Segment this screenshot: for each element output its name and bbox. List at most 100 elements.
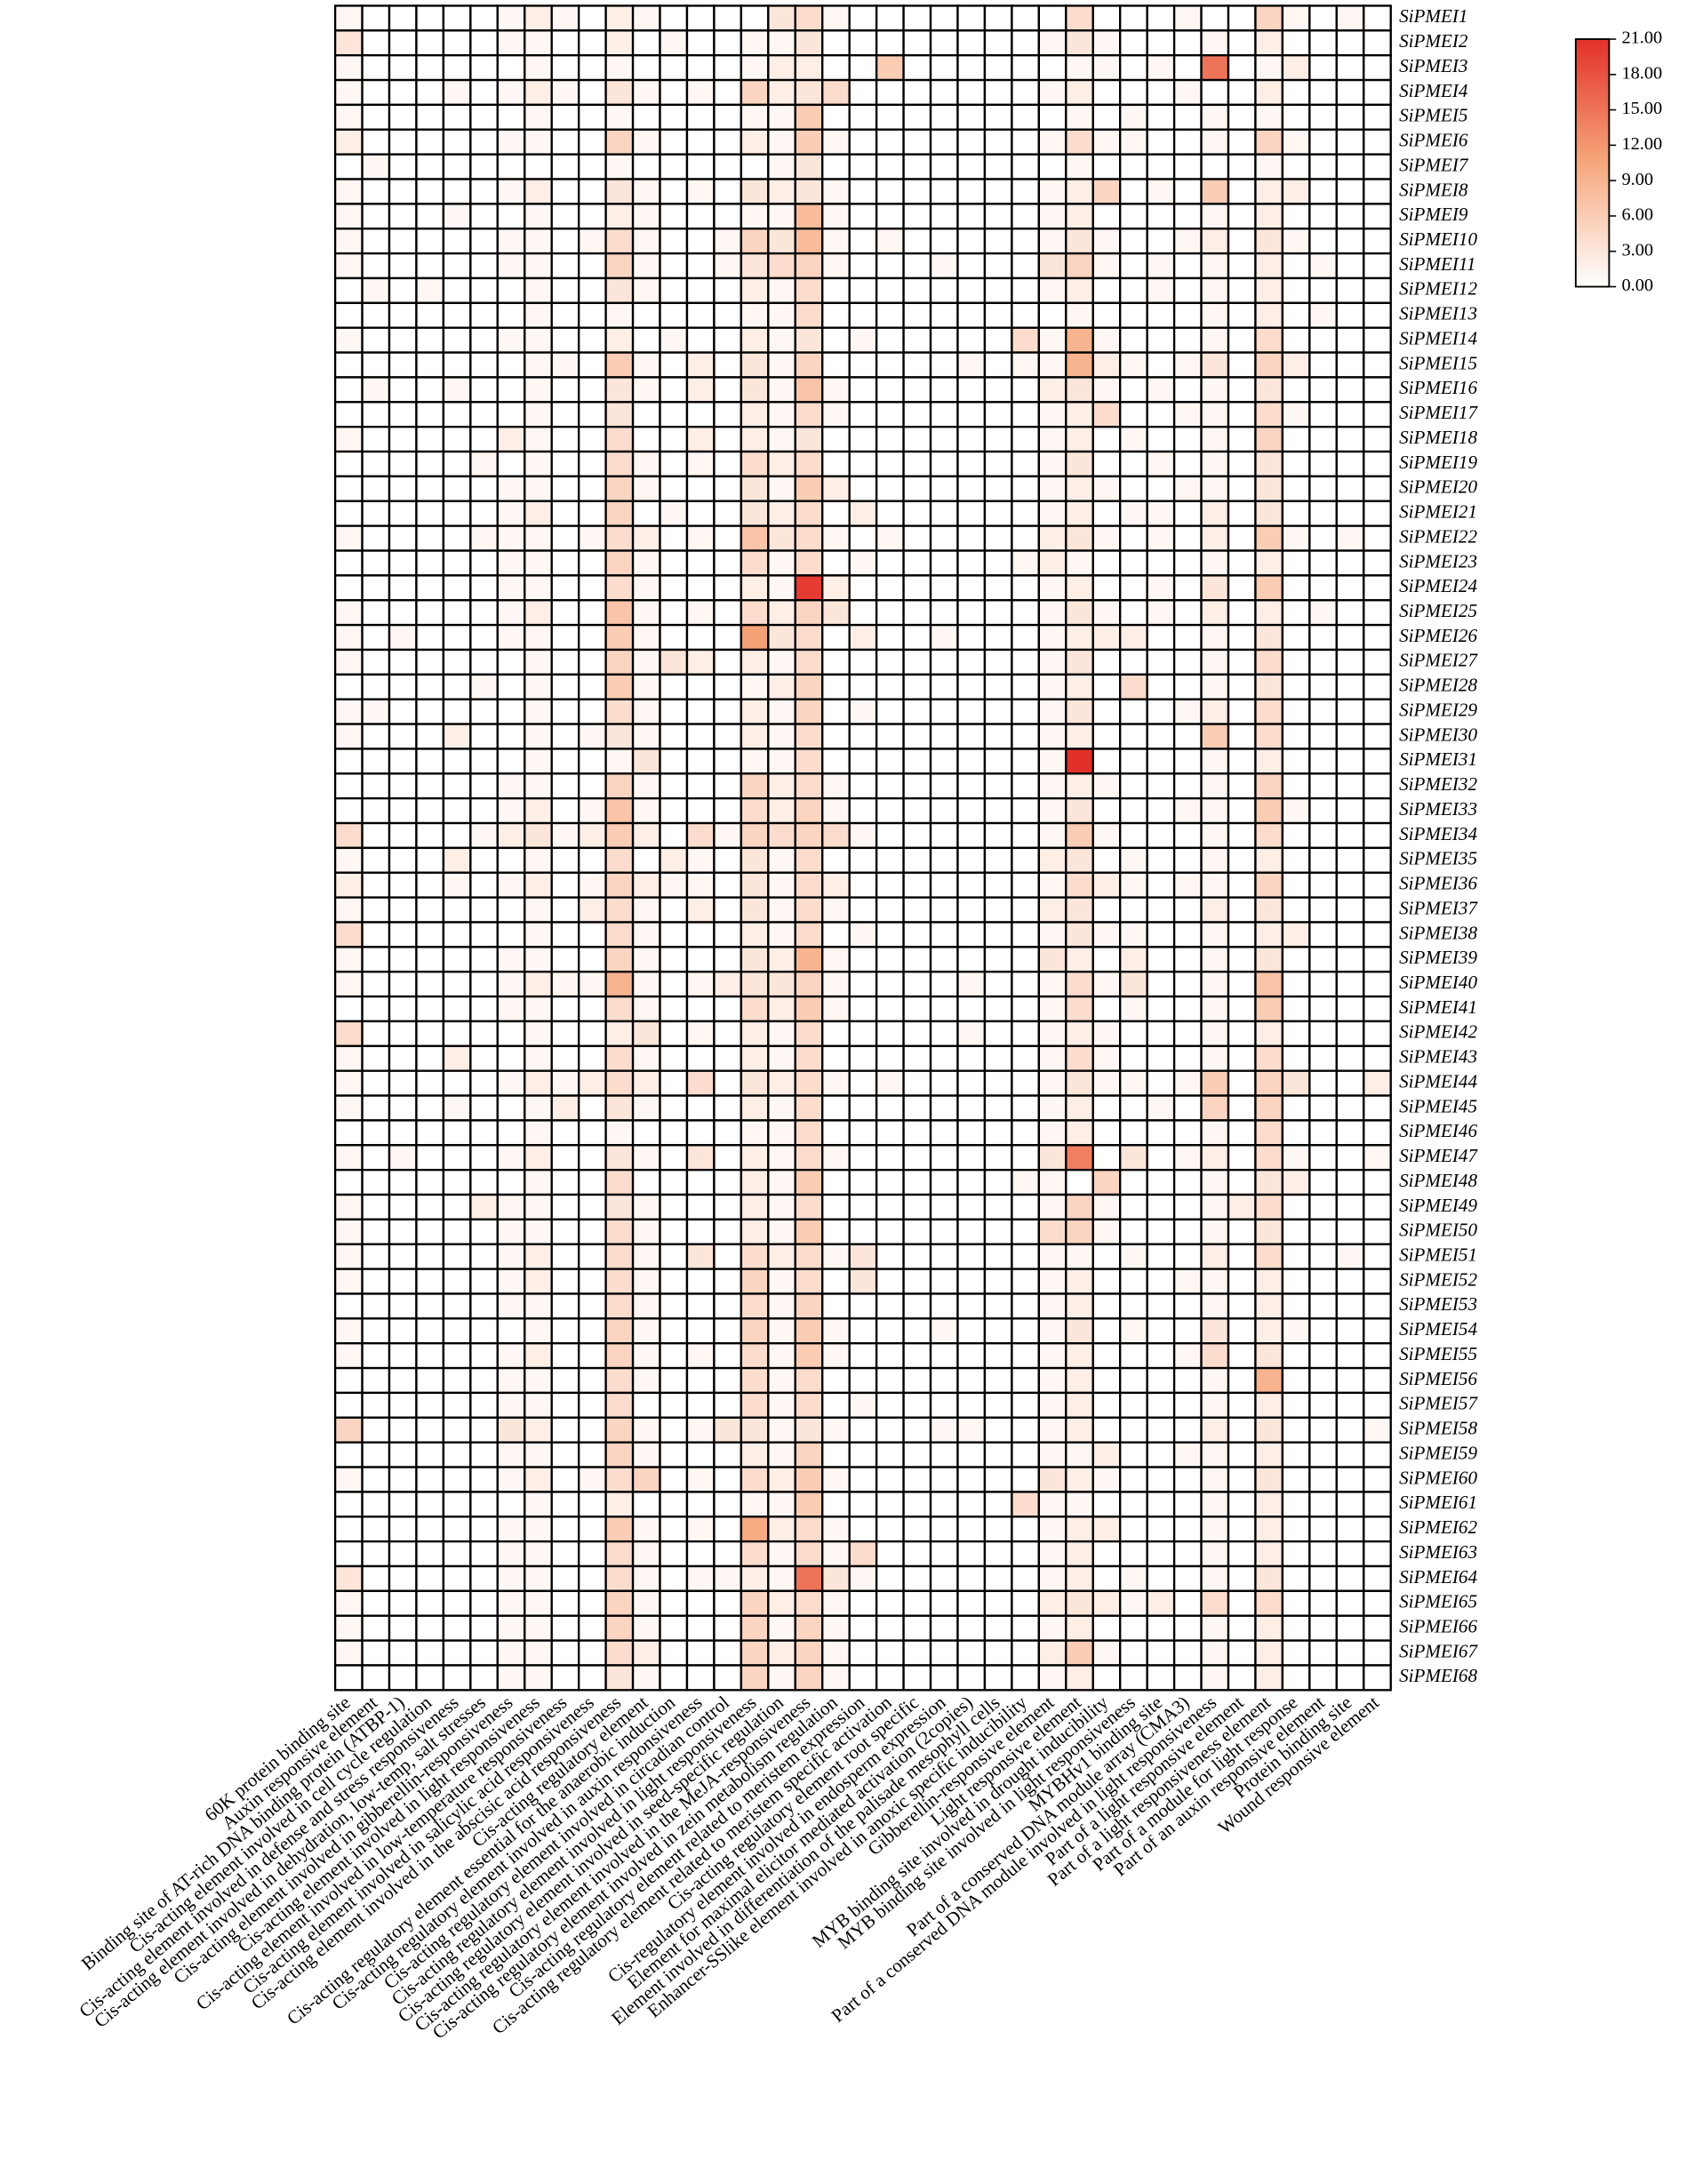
- heatmap-cell: [1037, 1614, 1067, 1642]
- heatmap-cell: [1065, 623, 1094, 652]
- heatmap-cell: [333, 921, 364, 948]
- heatmap-cell: [1119, 995, 1148, 1023]
- heatmap-cell: [604, 574, 635, 602]
- heatmap-cell: [631, 228, 661, 255]
- heatmap-cell: [496, 748, 526, 775]
- heatmap-cell: [361, 1069, 391, 1097]
- heatmap-cell: [1200, 772, 1230, 800]
- heatmap-cell: [469, 475, 499, 502]
- heatmap-cell: [713, 351, 743, 379]
- heatmap-cell: [1037, 946, 1067, 973]
- heatmap-cell: [1172, 1466, 1203, 1493]
- heatmap-cell: [361, 351, 391, 379]
- heatmap-cell: [1037, 103, 1067, 131]
- heatmap-cell: [740, 1342, 770, 1370]
- heatmap-cell: [713, 1664, 743, 1692]
- heatmap-cell: [1091, 1564, 1122, 1593]
- heatmap-cell: [604, 401, 635, 428]
- heatmap-cell: [1011, 29, 1041, 57]
- heatmap-cell: [1119, 549, 1148, 577]
- heatmap-cell: [1254, 1564, 1284, 1593]
- heatmap-cell: [767, 1540, 796, 1568]
- heatmap-cell: [388, 153, 418, 180]
- heatmap-cell: [821, 846, 851, 874]
- heatmap-cell: [875, 1268, 905, 1295]
- heatmap-cell: [631, 946, 661, 973]
- heatmap-cell: [685, 921, 716, 948]
- heatmap-cell: [848, 326, 878, 354]
- heatmap-cell: [1308, 1317, 1338, 1345]
- heatmap-cell: [902, 203, 932, 230]
- heatmap-cell: [1363, 871, 1392, 899]
- heatmap-cell: [333, 1168, 364, 1196]
- heatmap-cell: [659, 78, 689, 107]
- heatmap-cell: [1281, 128, 1311, 156]
- heatmap-cell: [1254, 673, 1284, 700]
- heatmap-cell: [929, 252, 959, 280]
- heatmap-cell: [469, 995, 499, 1023]
- heatmap-cell: [685, 623, 716, 652]
- heatmap-cell: [361, 376, 391, 404]
- heatmap-cell: [956, 1564, 987, 1593]
- heatmap-cell: [415, 599, 445, 627]
- heatmap-cell: [902, 1044, 932, 1072]
- heatmap-cell: [415, 203, 445, 230]
- heatmap-cell: [1335, 326, 1365, 354]
- heatmap-cell: [740, 549, 770, 577]
- heatmap-cell: [524, 153, 553, 180]
- heatmap-cell: [740, 599, 770, 627]
- heatmap-cell: [550, 1094, 580, 1122]
- heatmap-cell: [713, 203, 743, 230]
- heatmap-cell: [631, 1218, 661, 1245]
- row-label: SiPMEI54: [1399, 1318, 1477, 1340]
- heatmap-cell: [524, 1144, 553, 1172]
- row-label: SiPMEI8: [1399, 179, 1468, 200]
- heatmap-cell: [956, 1292, 987, 1320]
- heatmap-cell: [956, 1342, 987, 1370]
- heatmap-cell: [550, 1614, 580, 1642]
- heatmap-cell: [659, 1342, 689, 1370]
- heatmap-cell: [1363, 351, 1392, 379]
- heatmap-cell: [1011, 574, 1041, 602]
- heatmap-cell: [685, 153, 716, 180]
- heatmap-cell: [496, 376, 526, 404]
- heatmap-cell: [1281, 1193, 1311, 1221]
- heatmap-cell: [469, 1317, 499, 1345]
- heatmap-cell: [956, 475, 987, 502]
- heatmap-cell: [442, 276, 472, 305]
- heatmap-cell: [1281, 29, 1311, 57]
- heatmap-cell: [1037, 1391, 1067, 1419]
- heatmap-cell: [1172, 574, 1203, 602]
- heatmap-cell: [1091, 846, 1122, 874]
- heatmap-cell: [875, 524, 905, 552]
- heatmap-cell: [659, 252, 689, 280]
- heatmap-cell: [1119, 1243, 1148, 1270]
- heatmap-cell: [442, 1516, 472, 1543]
- heatmap-cell: [1172, 1292, 1203, 1320]
- heatmap-cell: [1172, 946, 1203, 973]
- heatmap-cell: [577, 228, 607, 255]
- heatmap-cell: [442, 946, 472, 973]
- heatmap-cell: [1011, 4, 1041, 32]
- heatmap-cell: [685, 1069, 716, 1097]
- heatmap-cell: [469, 821, 499, 850]
- heatmap-cell: [821, 475, 851, 502]
- heatmap-cell: [902, 599, 932, 627]
- heatmap-cell: [1172, 1639, 1203, 1667]
- heatmap-cell: [577, 203, 607, 230]
- heatmap-cell: [767, 648, 796, 676]
- heatmap-cell: [875, 103, 905, 131]
- heatmap-cell: [956, 276, 987, 305]
- heatmap-cell: [1363, 673, 1392, 700]
- heatmap-cell: [1281, 1094, 1311, 1122]
- heatmap-cell: [983, 500, 1013, 527]
- heatmap-cell: [631, 1441, 661, 1468]
- heatmap-cell: [577, 153, 607, 180]
- heatmap-cell: [1065, 1564, 1094, 1593]
- heatmap-cell: [1308, 1639, 1338, 1667]
- heatmap-cell: [1254, 78, 1284, 107]
- heatmap-cell: [902, 921, 932, 948]
- heatmap-cell: [821, 723, 851, 750]
- heatmap-cell: [333, 426, 364, 453]
- heatmap-cell: [659, 401, 689, 428]
